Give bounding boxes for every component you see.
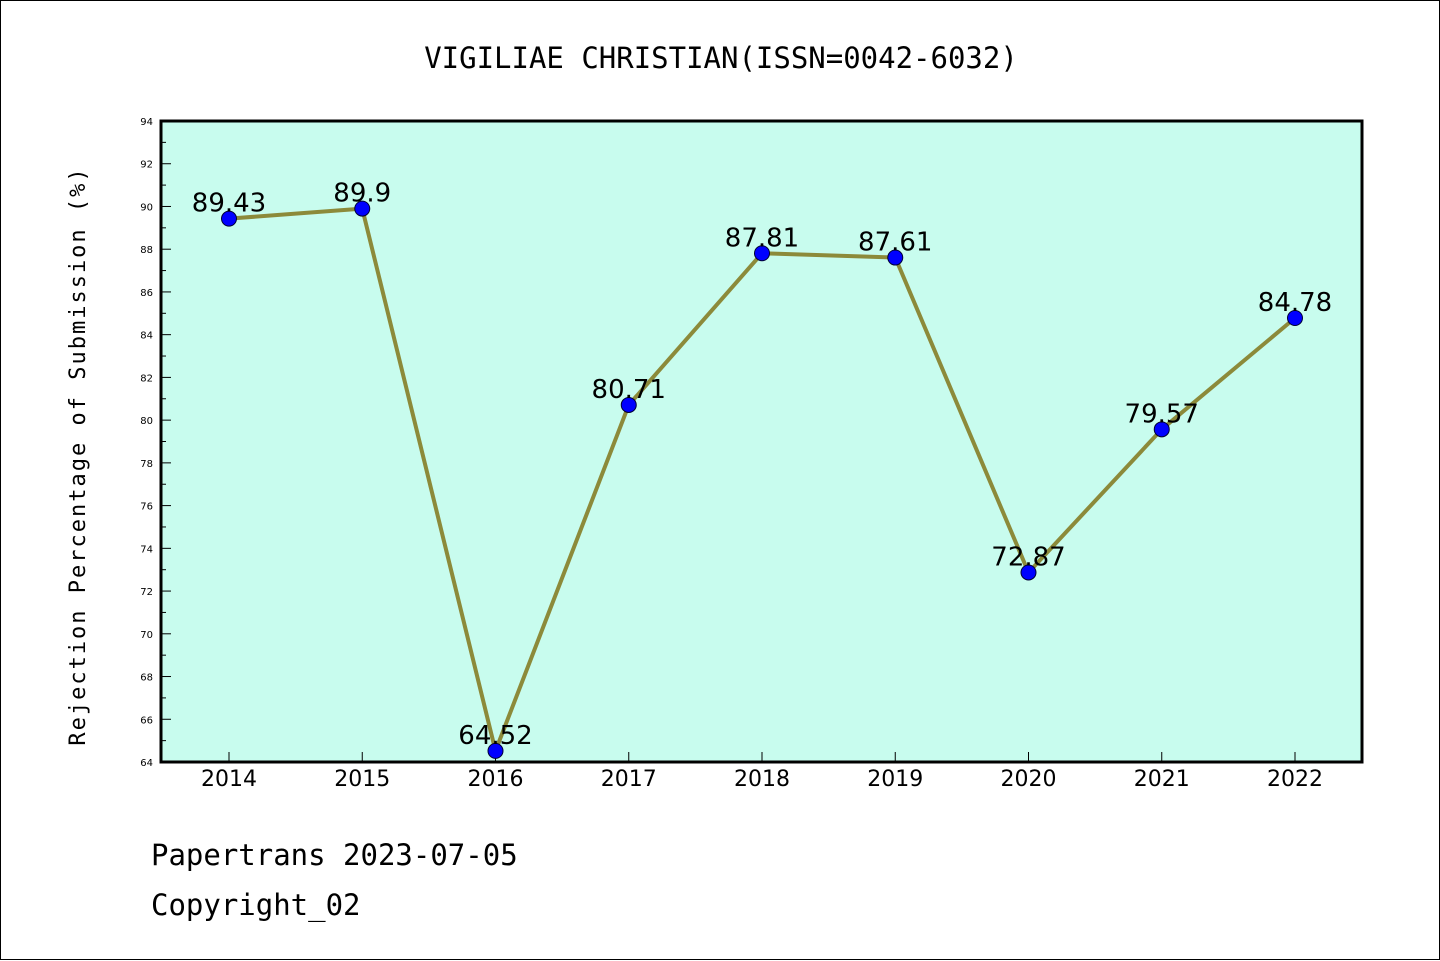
x-axis-ticks: 2014 2015 2016 2017 2018 2019 2020 2021 2022 <box>201 752 1323 792</box>
y-tick-label: 78 <box>140 459 153 470</box>
footer-copyright: Copyright_02 <box>151 888 361 923</box>
data-label: 80.71 <box>592 375 666 405</box>
y-tick-label: 84 <box>140 331 153 342</box>
x-tick-label: 2016 <box>468 767 524 792</box>
x-tick-label: 2019 <box>867 767 923 792</box>
x-tick-label: 2014 <box>201 767 257 792</box>
y-axis-label: Rejection Percentage of Submission (%) <box>66 166 91 745</box>
data-point <box>887 249 904 266</box>
data-point <box>1287 310 1303 327</box>
y-tick-label: 66 <box>140 715 153 726</box>
data-label: 84.78 <box>1258 288 1332 318</box>
x-tick-label: 2021 <box>1134 767 1190 792</box>
data-label: 79.57 <box>1125 399 1199 429</box>
data-labels-group: 89.43 89.9 64.52 80.71 87.81 87.61 72.87 79.57 8… <box>192 179 1332 751</box>
data-point <box>1020 564 1037 581</box>
data-label: 89.9 <box>333 179 391 209</box>
data-label: 87.61 <box>858 228 932 258</box>
y-tick-label: 74 <box>140 544 153 555</box>
data-point <box>754 245 770 262</box>
data-point <box>221 210 237 227</box>
x-tick-label: 2015 <box>334 767 390 792</box>
y-tick-label: 90 <box>140 202 153 213</box>
data-point <box>1153 421 1170 438</box>
y-tick-label: 88 <box>140 245 153 256</box>
y-tick-label: 86 <box>140 288 153 299</box>
data-label: 72.87 <box>991 542 1065 572</box>
y-tick-label: 94 <box>140 117 153 128</box>
y-tick-label: 76 <box>140 502 153 513</box>
data-label: 89.43 <box>192 189 266 219</box>
x-tick-label: 2020 <box>1001 767 1057 792</box>
y-tick-label: 82 <box>140 373 153 384</box>
data-label: 87.81 <box>725 223 799 253</box>
chart-title: VIGILIAE CHRISTIAN(ISSN=0042-6032) <box>424 41 1018 75</box>
data-label: 64.52 <box>458 721 532 751</box>
y-tick-label: 64 <box>140 758 153 769</box>
x-tick-label: 2018 <box>734 767 790 792</box>
plot-area <box>159 119 1364 764</box>
y-tick-label: 80 <box>140 416 153 427</box>
data-point <box>620 396 637 413</box>
markers-group <box>221 200 1303 759</box>
footer-credit: Papertrans 2023-07-05 <box>151 838 518 872</box>
data-point <box>487 742 504 759</box>
x-tick-label: 2022 <box>1267 767 1323 792</box>
data-point <box>354 200 371 217</box>
y-tick-label: 70 <box>140 630 153 641</box>
y-tick-label: 68 <box>140 673 153 684</box>
x-tick-label: 2017 <box>601 767 657 792</box>
y-tick-label: 92 <box>140 160 153 171</box>
y-tick-label: 72 <box>140 587 153 598</box>
y-axis-ticks: 64 66 68 70 72 74 76 78 80 82 84 86 88 90 92 94 <box>140 117 171 769</box>
